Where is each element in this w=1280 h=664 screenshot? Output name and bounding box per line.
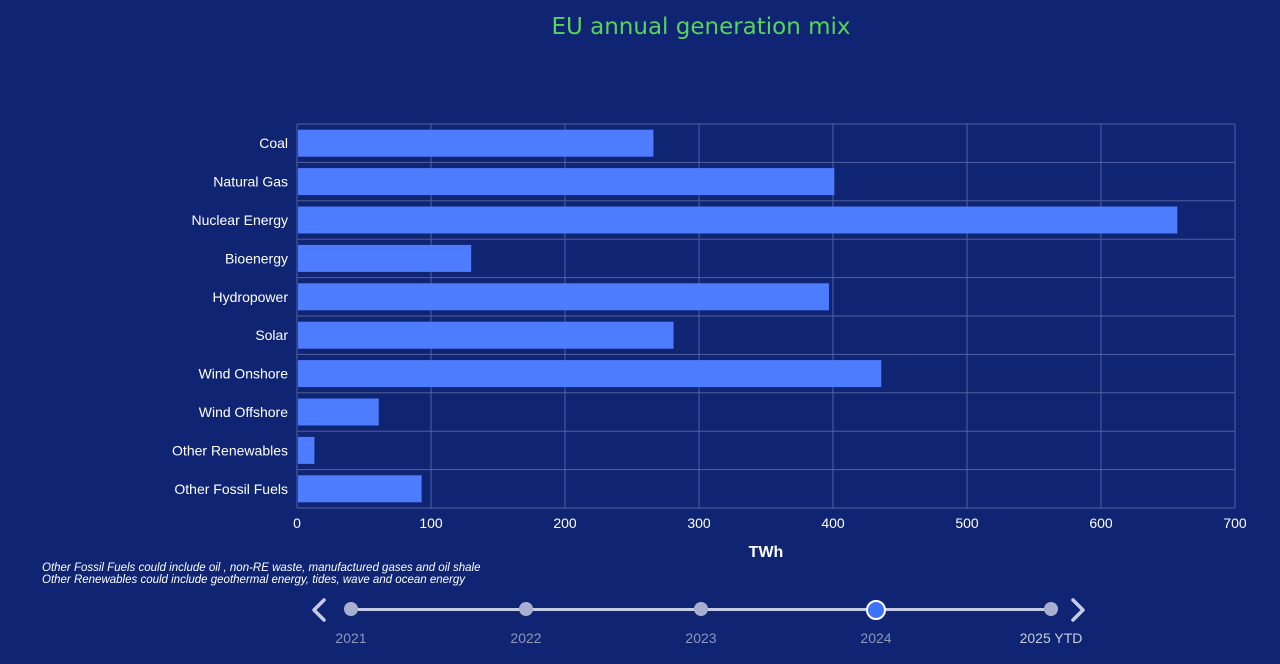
category-label: Wind Onshore [199, 366, 289, 382]
x-tick-label: 200 [553, 515, 577, 531]
timeline-dot-2025-ytd[interactable] [1044, 602, 1058, 616]
category-label: Hydropower [213, 289, 289, 305]
category-label: Wind Offshore [199, 404, 288, 420]
category-label: Solar [255, 327, 288, 343]
timeline-label[interactable]: 2025 YTD [1019, 630, 1083, 646]
timeline-dot-2023[interactable] [694, 602, 708, 616]
category-label: Coal [259, 135, 288, 151]
timeline-label[interactable]: 2022 [510, 630, 542, 646]
chevron-right-icon[interactable] [1066, 596, 1090, 624]
chevron-left-icon[interactable] [307, 596, 331, 624]
bar[interactable] [298, 398, 379, 426]
bar[interactable] [298, 475, 422, 503]
x-tick-label: 500 [955, 515, 979, 531]
chart-title: EU annual generation mix [551, 14, 851, 40]
x-tick-label: 300 [687, 515, 711, 531]
x-axis-title: TWh [749, 544, 784, 561]
category-label: Nuclear Energy [192, 212, 289, 228]
timeline-dot-2024[interactable] [866, 600, 886, 620]
x-tick-label: 0 [293, 515, 301, 531]
category-label: Natural Gas [213, 174, 288, 190]
x-tick-label: 700 [1223, 515, 1247, 531]
footnote-renewables: Other Renewables could include geotherma… [42, 574, 465, 586]
category-label: Other Renewables [172, 442, 288, 458]
bar[interactable] [298, 360, 882, 388]
category-label: Bioenergy [225, 250, 288, 266]
bar[interactable] [298, 436, 315, 464]
x-tick-label: 100 [419, 515, 443, 531]
category-label: Other Fossil Fuels [174, 481, 288, 497]
bar[interactable] [298, 168, 835, 196]
x-tick-label: 600 [1089, 515, 1113, 531]
bar[interactable] [298, 129, 654, 157]
bar[interactable] [298, 244, 472, 272]
footnote-fossil: Other Fossil Fuels could include oil , n… [42, 562, 481, 574]
bar[interactable] [298, 321, 674, 349]
bar[interactable] [298, 206, 1178, 234]
x-tick-label: 400 [821, 515, 845, 531]
timeline-label[interactable]: 2021 [335, 630, 367, 646]
bar[interactable] [298, 283, 829, 311]
timeline-dot-2022[interactable] [519, 602, 533, 616]
timeline-label[interactable]: 2023 [685, 630, 717, 646]
timeline-label[interactable]: 2024 [860, 630, 892, 646]
timeline-dot-2021[interactable] [344, 602, 358, 616]
